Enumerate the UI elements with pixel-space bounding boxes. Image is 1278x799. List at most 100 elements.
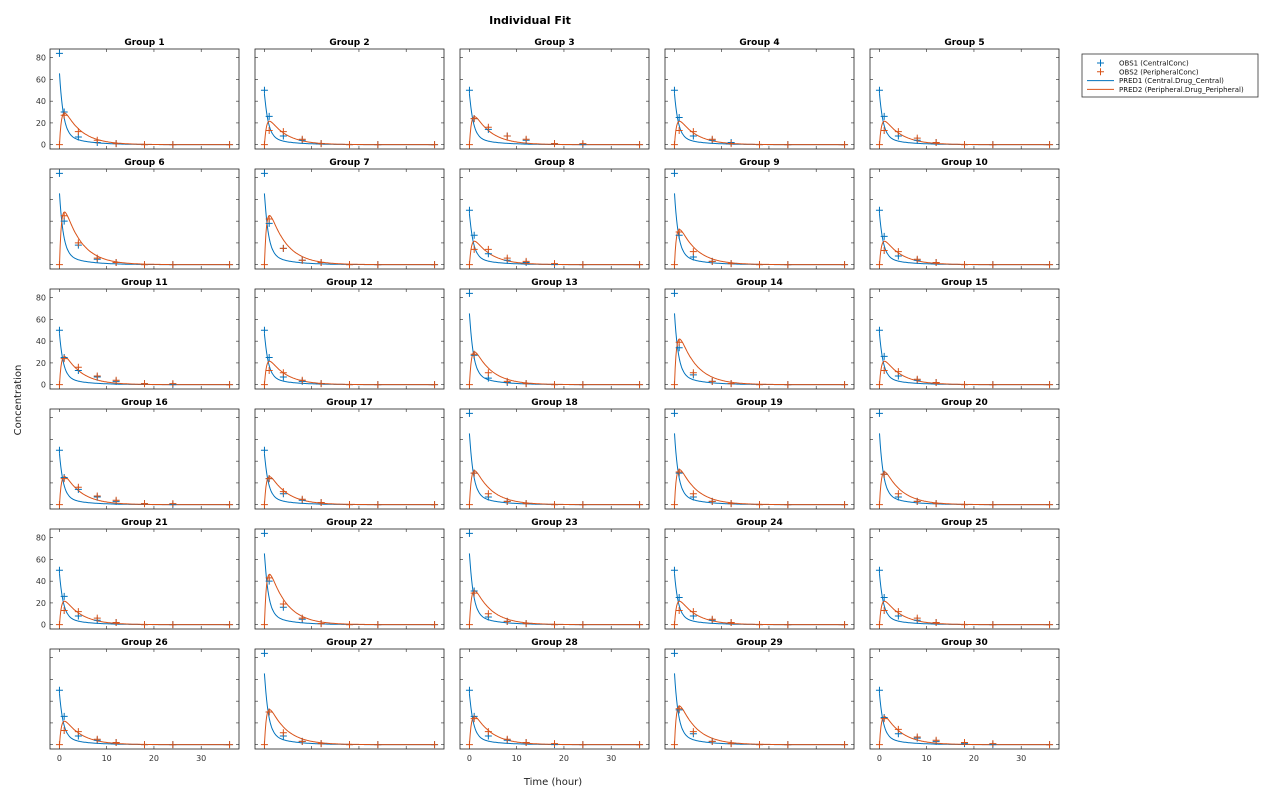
- obs2-marker: [894, 248, 902, 256]
- figure-title: Individual Fit: [489, 14, 571, 27]
- subplot-frame: [869, 528, 1060, 630]
- obs1-marker: [675, 593, 683, 601]
- obs2-marker: [74, 608, 82, 616]
- y-tick-label: 80: [36, 54, 46, 63]
- obs1-marker: [670, 86, 678, 94]
- obs2-marker: [260, 621, 268, 629]
- obs2-marker: [1046, 141, 1054, 149]
- obs2-marker: [112, 140, 120, 148]
- obs2-marker: [60, 111, 68, 119]
- obs2-marker: [894, 725, 902, 733]
- y-tick-label: 60: [36, 555, 46, 564]
- subplot-19: Group 19: [664, 398, 855, 510]
- obs1-marker: [880, 112, 888, 120]
- obs2-marker: [317, 380, 325, 388]
- obs2-marker: [551, 140, 558, 148]
- subplot-frame: [459, 48, 650, 150]
- obs2-marker: [579, 621, 587, 629]
- subplot-title: Group 2: [329, 38, 369, 48]
- x-tick-label: 10: [922, 754, 932, 763]
- obs2-marker: [470, 245, 478, 253]
- x-tick-label: 20: [149, 754, 159, 763]
- obs2-marker: [346, 501, 353, 509]
- subplot-title: Group 14: [736, 278, 783, 288]
- subplot-title: Group 20: [941, 398, 988, 408]
- obs2-marker: [141, 741, 148, 749]
- obs2-marker: [670, 621, 678, 629]
- obs1-marker: [60, 592, 68, 600]
- x-tick-label: 0: [467, 754, 472, 763]
- obs2-marker: [784, 261, 792, 269]
- obs2-marker: [141, 261, 148, 269]
- subplot-10: Group 10: [869, 158, 1060, 270]
- obs2-marker: [880, 367, 888, 375]
- obs2-marker: [470, 115, 478, 123]
- x-tick-label: 0: [877, 754, 882, 763]
- obs2-marker: [670, 261, 678, 269]
- obs2-marker: [675, 607, 683, 615]
- subplot-frame: [664, 48, 855, 150]
- obs2-marker: [784, 381, 792, 389]
- obs2-marker: [60, 475, 68, 483]
- obs2-marker: [675, 705, 683, 713]
- obs2-marker: [961, 261, 968, 269]
- obs1-marker: [265, 353, 273, 361]
- obs2-marker: [1046, 381, 1054, 389]
- obs2-marker: [875, 381, 883, 389]
- obs2-marker: [727, 740, 735, 748]
- y-tick-label: 20: [36, 599, 46, 608]
- obs2-marker: [503, 377, 511, 385]
- obs2-marker: [55, 141, 63, 149]
- obs2-marker: [670, 381, 678, 389]
- legend: OBS1 (CentralConc)OBS2 (PeripheralConc)P…: [1081, 53, 1259, 98]
- obs2-marker: [880, 247, 888, 255]
- obs2-marker: [1046, 741, 1054, 749]
- obs1-marker: [875, 206, 883, 214]
- obs2-marker: [346, 381, 353, 389]
- subplot-title: Group 13: [531, 278, 578, 288]
- obs2-marker: [503, 254, 511, 262]
- obs2-marker: [470, 350, 478, 358]
- obs2-marker: [74, 483, 82, 491]
- obs2-marker: [689, 608, 697, 616]
- obs2-marker: [169, 380, 177, 388]
- obs2-marker: [670, 741, 678, 749]
- obs2-marker: [279, 128, 287, 136]
- obs2-marker: [932, 258, 940, 266]
- y-tick-label: 20: [36, 359, 46, 368]
- subplot-2: Group 2: [254, 38, 445, 150]
- obs2-marker: [708, 737, 716, 745]
- obs2-marker: [875, 501, 883, 509]
- obs2-marker: [689, 490, 697, 498]
- obs2-marker: [636, 741, 644, 749]
- obs2-marker: [689, 728, 697, 736]
- subplot-frame: [869, 48, 1060, 150]
- obs2-marker: [670, 141, 678, 149]
- obs2-marker: [431, 501, 439, 509]
- subplot-16: Group 16: [49, 398, 240, 510]
- x-tick-label: 30: [196, 754, 206, 763]
- obs2-marker: [636, 501, 644, 509]
- obs2-marker: [675, 228, 683, 236]
- subplot-12: Group 12: [254, 278, 445, 390]
- obs2-marker: [374, 381, 382, 389]
- y-tick-label: 60: [36, 315, 46, 324]
- obs1-marker: [260, 326, 268, 334]
- obs2-marker: [298, 737, 306, 745]
- subplot-title: Group 6: [124, 158, 164, 168]
- obs2-marker: [93, 254, 101, 262]
- obs2-marker: [465, 741, 473, 749]
- obs2-marker: [317, 498, 325, 506]
- subplot-5: Group 5: [869, 38, 1060, 150]
- subplot-title: Group 21: [121, 518, 168, 528]
- obs2-legend-label: OBS2 (PeripheralConc): [1119, 68, 1199, 76]
- obs2-marker: [260, 381, 268, 389]
- obs2-marker: [551, 501, 558, 509]
- obs2-marker: [522, 620, 530, 628]
- obs2-marker: [875, 621, 883, 629]
- obs2-marker: [226, 261, 234, 269]
- obs2-marker: [756, 501, 763, 509]
- obs2-marker: [551, 260, 558, 268]
- obs2-marker: [689, 248, 697, 256]
